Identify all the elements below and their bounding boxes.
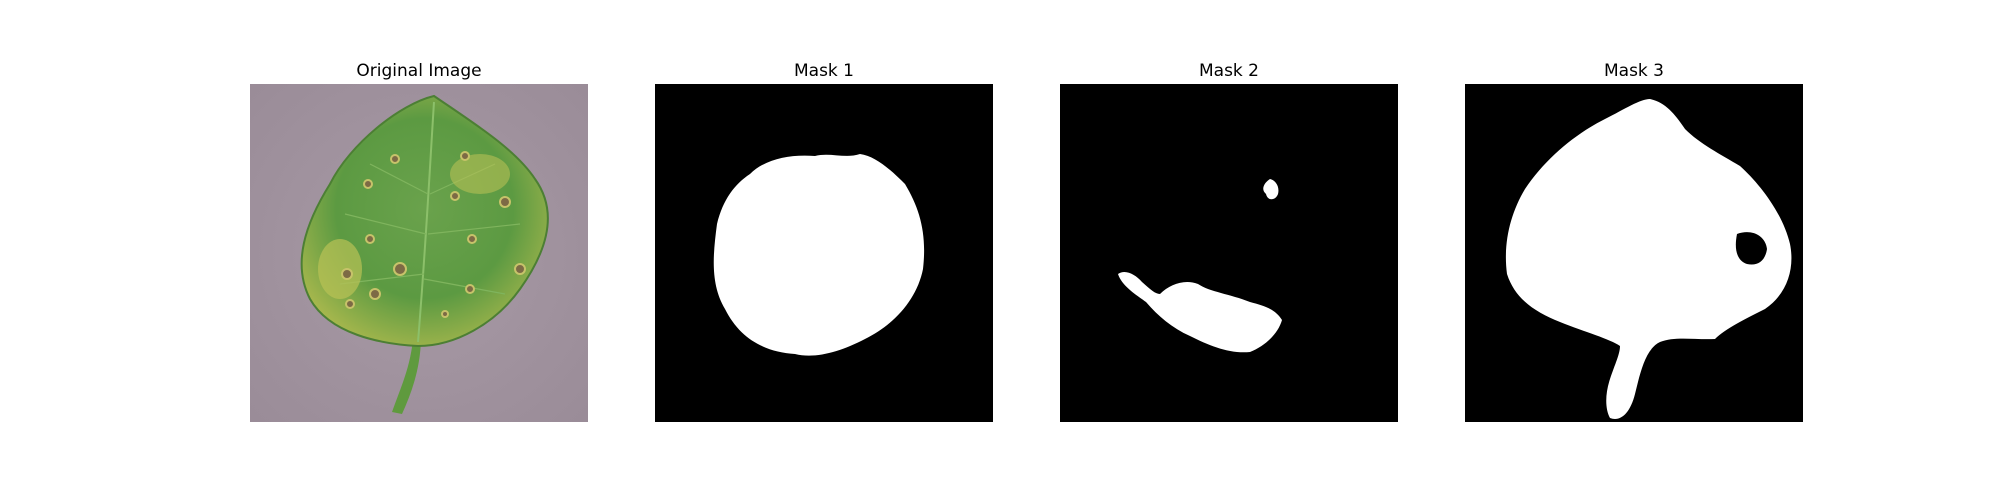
panel-mask-2: Mask 2 (1060, 58, 1398, 422)
panel-mask-1: Mask 1 (655, 58, 993, 422)
panel-original-image: Original Image (250, 58, 588, 422)
panel-title-mask-2: Mask 2 (1198, 61, 1259, 81)
panel-title-mask-1: Mask 1 (793, 61, 854, 81)
mask-2-image (1060, 84, 1398, 422)
panel-mask-3: Mask 3 (1465, 58, 1803, 422)
panel-title-original-image: Original Image (356, 61, 482, 81)
mask-1-image (655, 84, 993, 422)
panel-title-mask-3: Mask 3 (1603, 61, 1664, 81)
mask-3-image (1465, 84, 1803, 422)
original-leaf-image (250, 84, 588, 422)
